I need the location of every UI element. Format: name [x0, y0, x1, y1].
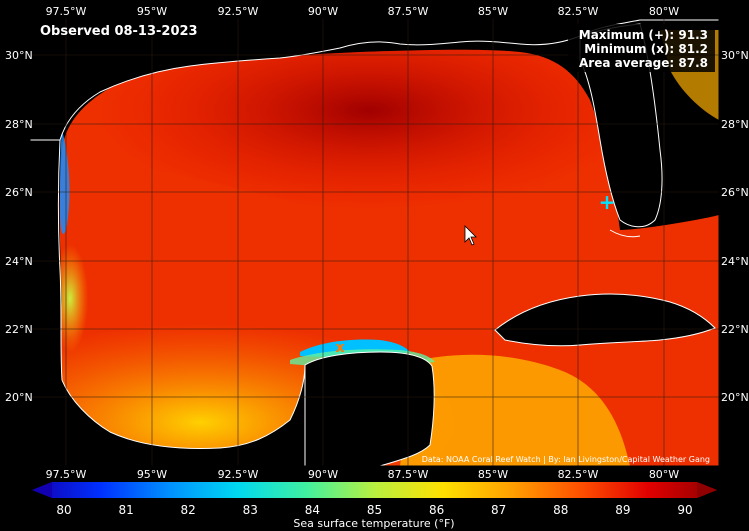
- land-masses: [30, 18, 719, 466]
- data-credit: Data: NOAA Coral Reef Watch | By: Ian Li…: [422, 455, 710, 464]
- map-frame: [29, 17, 720, 467]
- lat-tick-right: 20°N: [721, 391, 749, 404]
- colorbar: 80 81 82 83 84 85 86 87 88 89 90 Sea surface tempe…: [32, 482, 717, 530]
- colorbar-tick-label: 80: [56, 503, 71, 517]
- graticule: [30, 18, 719, 466]
- left-latitude-ticks: 30°N 28°N 26°N 24°N 22°N 20°N: [5, 49, 33, 404]
- hot-core: [62, 49, 620, 253]
- lon-tick-bottom: 87.5°W: [388, 468, 429, 481]
- colorbar-tick-label: 86: [429, 503, 444, 517]
- cuba: [494, 293, 716, 347]
- right-latitude-ticks: 30°N 28°N 26°N 24°N 22°N 20°N: [721, 49, 749, 404]
- lat-tick-right: 26°N: [721, 186, 749, 199]
- stats-box: Maximum (+): 91.3 Minimum (x): 81.2 Area…: [568, 24, 715, 72]
- lon-tick-bottom: 97.5°W: [46, 468, 87, 481]
- colorbar-tick-label: 83: [243, 503, 258, 517]
- lon-tick-top: 87.5°W: [388, 5, 429, 18]
- cold-west-coast-strip: [60, 130, 70, 234]
- lat-tick-right: 28°N: [721, 118, 749, 131]
- lat-tick-left: 22°N: [5, 323, 33, 336]
- lat-tick-left: 24°N: [5, 255, 33, 268]
- lon-tick-top: 92.5°W: [218, 5, 259, 18]
- observed-date-label: Observed 08-13-2023: [40, 24, 198, 39]
- lon-tick-bottom: 85°W: [478, 468, 508, 481]
- lon-tick-top: 95°W: [137, 5, 167, 18]
- lat-tick-left: 28°N: [5, 118, 33, 131]
- colorbar-tick-label: 82: [181, 503, 196, 517]
- colorbar-tick-label: 81: [118, 503, 133, 517]
- lon-tick-bottom: 80°W: [649, 468, 679, 481]
- lat-tick-right: 30°N: [721, 49, 749, 62]
- colorbar-tick-label: 85: [367, 503, 382, 517]
- yucatan-peninsula: [304, 351, 435, 466]
- lon-tick-bottom: 95°W: [137, 468, 167, 481]
- colorbar-tick-label: 90: [677, 503, 692, 517]
- lat-tick-left: 30°N: [5, 49, 33, 62]
- lon-tick-top: 90°W: [308, 5, 338, 18]
- lon-tick-top: 85°W: [478, 5, 508, 18]
- colorbar-ticks: 80 81 82 83 84 85 86 87 88 89 90: [56, 503, 692, 517]
- lon-tick-bottom: 82.5°W: [558, 468, 599, 481]
- colorbar-label: Sea surface temperature (°F): [293, 517, 454, 530]
- colorbar-tick-label: 87: [491, 503, 506, 517]
- florida-keys: [609, 229, 641, 238]
- colorbar-tick-label: 89: [615, 503, 630, 517]
- lon-tick-top: 82.5°W: [558, 5, 599, 18]
- mexico-west-coast: [30, 139, 306, 466]
- colorbar-tick-label: 88: [553, 503, 568, 517]
- lon-tick-bottom: 92.5°W: [218, 468, 259, 481]
- lon-tick-bottom: 90°W: [308, 468, 338, 481]
- caribbean-yellow: [400, 354, 630, 466]
- us-gulf-coast: [30, 18, 719, 141]
- colorbar-min-arrow: [32, 482, 52, 498]
- average-stat: Area average: 87.8: [579, 56, 708, 70]
- maximum-stat: Maximum (+): 91.3: [579, 28, 708, 42]
- colorbar-max-arrow: [697, 482, 717, 498]
- lon-tick-top: 97.5°W: [46, 5, 87, 18]
- minimum-marker: x: [335, 340, 344, 356]
- maximum-marker: +: [599, 190, 616, 214]
- top-longitude-ticks: 97.5°W 95°W 92.5°W 90°W 87.5°W 85°W 82.5…: [46, 5, 680, 18]
- lat-tick-left: 26°N: [5, 186, 33, 199]
- lon-tick-top: 80°W: [649, 5, 679, 18]
- bottom-longitude-ticks: 97.5°W 95°W 92.5°W 90°W 87.5°W 85°W 82.5…: [46, 468, 680, 481]
- colorbar-bar: [32, 482, 717, 498]
- lat-tick-right: 24°N: [721, 255, 749, 268]
- lat-tick-left: 20°N: [5, 391, 33, 404]
- map-panel: + x: [30, 18, 719, 466]
- lat-tick-right: 22°N: [721, 323, 749, 336]
- warm-west-field: [59, 150, 150, 420]
- mouse-cursor-icon: [464, 225, 477, 246]
- colorbar-tick-label: 84: [305, 503, 320, 517]
- minimum-stat: Minimum (x): 81.2: [584, 42, 708, 56]
